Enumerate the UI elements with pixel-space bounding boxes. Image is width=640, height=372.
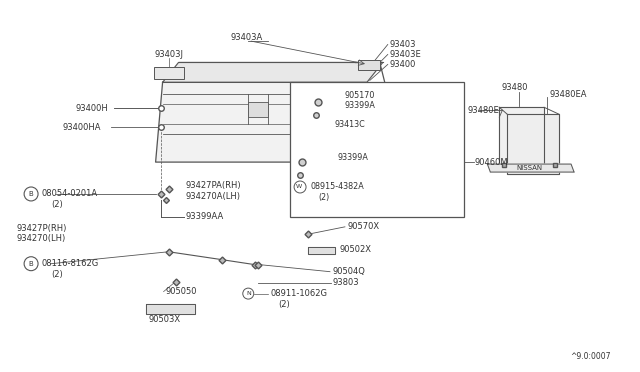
Text: NISSAN: NISSAN [516,165,542,171]
Text: 90502X: 90502X [340,245,372,254]
Polygon shape [156,82,367,162]
Text: 93427PA(RH): 93427PA(RH) [186,180,241,189]
Polygon shape [146,304,195,314]
Text: (2): (2) [278,300,290,309]
Text: 93400: 93400 [390,60,416,69]
Text: (2): (2) [51,270,63,279]
Text: 93399AA: 93399AA [186,212,224,221]
Text: (2): (2) [318,193,329,202]
Text: N: N [246,291,251,296]
Text: B: B [29,261,33,267]
Text: W: W [296,185,302,189]
Text: 93803: 93803 [333,278,360,287]
Text: 90504Q: 90504Q [333,267,366,276]
Polygon shape [508,114,559,174]
Text: 93427P(RH): 93427P(RH) [16,224,67,233]
Bar [358,61,380,70]
Bar [290,82,465,217]
Text: 93413C: 93413C [335,120,365,129]
Text: 93399A: 93399A [345,101,376,110]
Text: 934270(LH): 934270(LH) [16,234,65,243]
Text: 90570X: 90570X [348,222,380,231]
Text: 93403J: 93403J [154,50,183,59]
Text: ^9.0:0007: ^9.0:0007 [570,352,611,361]
Text: 08116-8162G: 08116-8162G [41,259,99,268]
Text: 93403: 93403 [390,40,416,49]
Text: 93480: 93480 [501,83,527,92]
Text: (2): (2) [51,201,63,209]
Text: 90503X: 90503X [148,315,180,324]
Polygon shape [308,247,335,254]
Text: 93399A: 93399A [338,153,369,161]
Polygon shape [163,62,383,82]
Text: 905050: 905050 [166,287,197,296]
Text: 93403E: 93403E [390,50,422,59]
Text: 08915-4382A: 08915-4382A [310,183,364,192]
Text: 93400H: 93400H [76,104,109,113]
Text: 08911-1062G: 08911-1062G [270,289,327,298]
Polygon shape [499,107,544,167]
Text: 93480E: 93480E [467,106,499,115]
Text: 905170: 905170 [345,91,375,100]
Bar [248,102,268,117]
Text: 93400HA: 93400HA [63,123,102,132]
Bar [154,67,184,79]
Polygon shape [488,164,574,172]
Text: 08054-0201A: 08054-0201A [41,189,97,199]
Text: B: B [29,191,33,197]
Text: 93403A: 93403A [230,33,262,42]
Text: 934270A(LH): 934270A(LH) [186,192,241,202]
Text: 90460M: 90460M [474,158,508,167]
Text: 93480EA: 93480EA [549,90,587,99]
